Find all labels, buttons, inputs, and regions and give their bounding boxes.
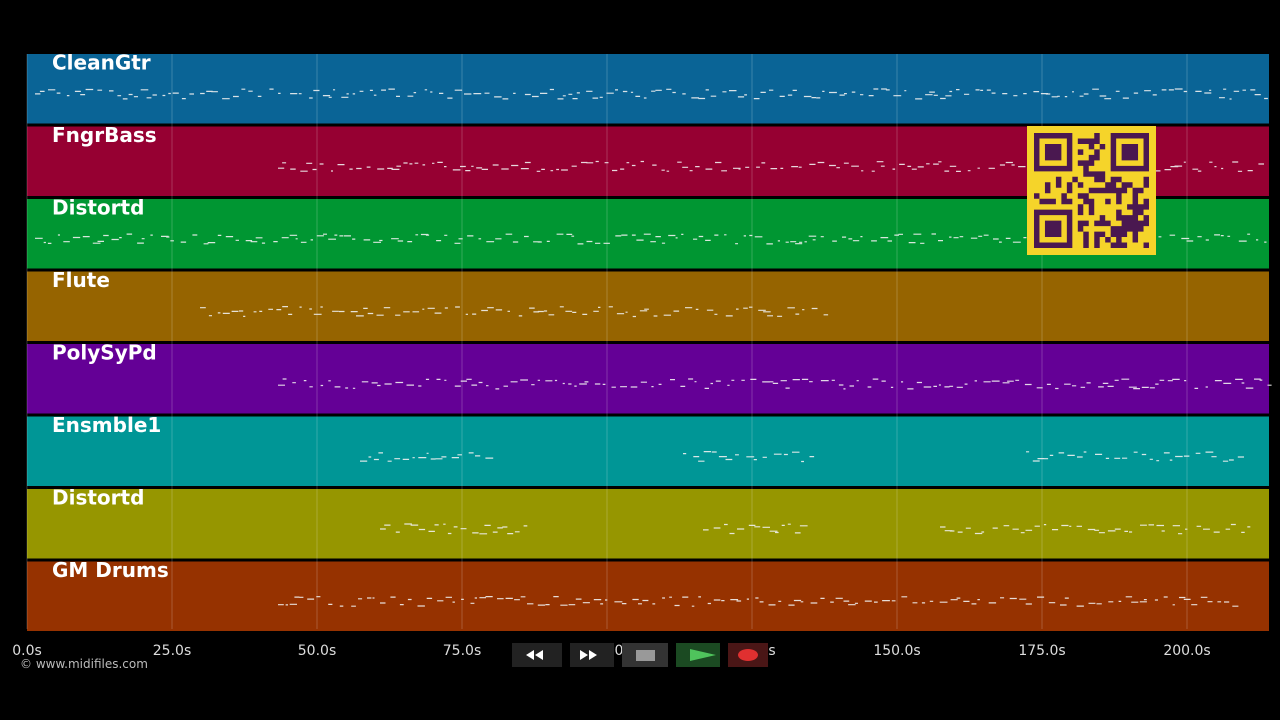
track-lane <box>27 271 1269 341</box>
notes <box>360 452 494 462</box>
notes <box>200 306 829 318</box>
track-name: PolySyPd <box>52 341 157 365</box>
time-tick-label: 150.0s <box>873 643 920 659</box>
track-lane <box>27 561 1269 631</box>
track-name: Flute <box>52 268 110 292</box>
time-tick-label: 200.0s <box>1163 643 1210 659</box>
record-icon <box>738 649 758 661</box>
time-tick-label: 50.0s <box>298 643 336 659</box>
notes <box>940 523 1251 535</box>
track-lane <box>27 54 1269 124</box>
track-name: Distortd <box>52 486 144 510</box>
qr-code <box>1027 126 1156 255</box>
time-tick-label: 0.0s <box>12 643 42 659</box>
stop-icon <box>636 650 655 661</box>
notes <box>278 596 1239 607</box>
time-tick-label: 75.0s <box>443 643 481 659</box>
notes <box>1026 451 1244 462</box>
qr-modules <box>1034 133 1149 248</box>
track-lane <box>27 416 1269 486</box>
credit: © www.midifiles.com <box>20 657 148 671</box>
track-lane <box>27 344 1269 414</box>
track-lane <box>27 489 1269 559</box>
time-tick-label: 25.0s <box>153 643 191 659</box>
notes <box>703 523 808 535</box>
notes <box>35 88 1268 100</box>
track-name: CleanGtr <box>52 51 151 75</box>
track-name: GM Drums <box>52 558 169 582</box>
notes <box>278 378 1272 390</box>
forward-icon <box>580 650 597 660</box>
notes <box>683 451 815 463</box>
track-name: Distortd <box>52 196 144 220</box>
time-tick-label: 175.0s <box>1018 643 1065 659</box>
notes <box>380 523 528 535</box>
track-name: Ensmble1 <box>52 413 161 437</box>
playback-controls <box>512 643 768 667</box>
rewind-icon <box>526 650 543 660</box>
track-name: FngrBass <box>52 123 157 147</box>
play-icon <box>690 649 716 661</box>
